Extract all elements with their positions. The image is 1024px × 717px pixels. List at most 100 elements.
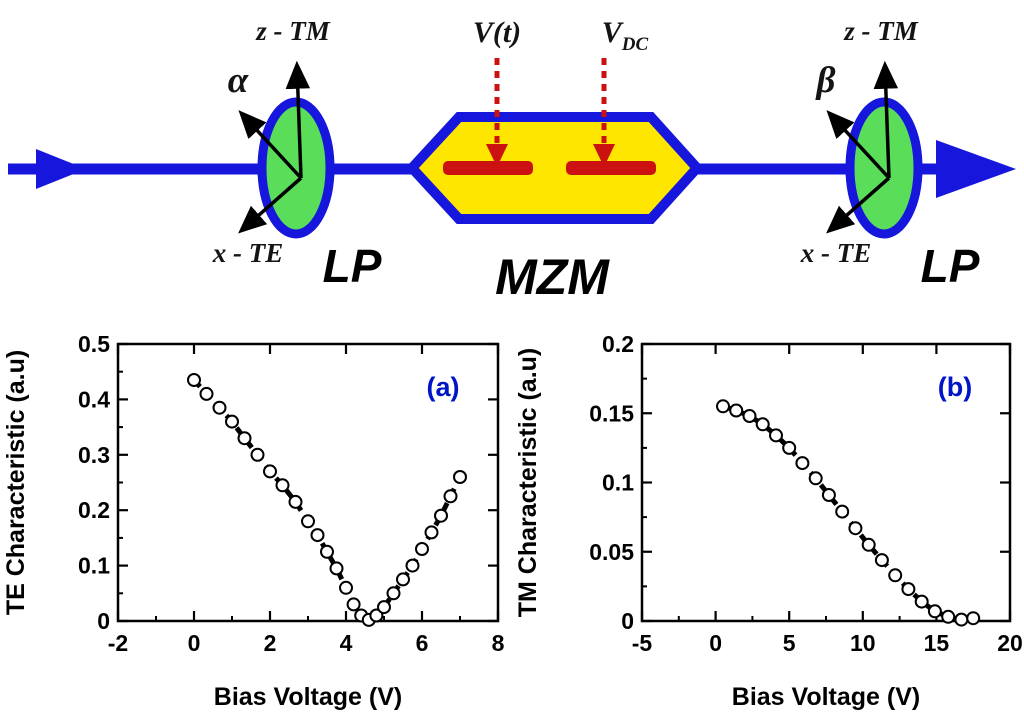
x-tick-label: 2 bbox=[264, 630, 277, 656]
data-point bbox=[434, 508, 448, 523]
x-tick-label: 15 bbox=[924, 630, 950, 656]
y-axis-title: TE Characteristic (a.u) bbox=[2, 350, 30, 615]
left-polarizer-label: LP bbox=[323, 240, 382, 292]
y-tick-label: 0.2 bbox=[78, 497, 110, 523]
data-point bbox=[415, 542, 429, 556]
y-tick-label: 0.1 bbox=[78, 553, 110, 579]
data-point bbox=[396, 572, 410, 587]
right-axis-up-label: z - TM bbox=[843, 16, 918, 46]
panel-label: (b) bbox=[938, 372, 972, 402]
optical-setup-diagram: z - TM α x - TE LP V(t) VDC MZM z - TM β… bbox=[8, 16, 1016, 305]
y-axis-title: TM Characteristic (a.u) bbox=[514, 348, 542, 618]
data-point bbox=[769, 428, 783, 443]
data-point bbox=[369, 608, 384, 623]
y-tick-label: 0.5 bbox=[78, 331, 110, 357]
x-tick-label: 4 bbox=[340, 630, 353, 656]
x-tick-label: 5 bbox=[783, 630, 796, 656]
mzm-electrode-right bbox=[566, 161, 656, 175]
panel-label: (a) bbox=[427, 372, 460, 402]
data-point bbox=[795, 456, 810, 471]
y-tick-label: 0.3 bbox=[78, 442, 110, 468]
y-tick-label: 0 bbox=[621, 608, 634, 634]
mzm-label: MZM bbox=[495, 249, 610, 305]
drive-voltage-label: V(t) bbox=[473, 16, 521, 49]
x-tick-label: 20 bbox=[997, 630, 1023, 656]
bias-voltage-arrowhead bbox=[593, 144, 615, 167]
y-tick-label: 0.05 bbox=[589, 539, 634, 565]
data-point bbox=[954, 612, 969, 627]
right-axis-down-label: x - TE bbox=[800, 238, 872, 268]
left-axis-diag-down-arrow bbox=[238, 176, 303, 234]
data-point bbox=[453, 470, 467, 484]
data-point bbox=[874, 553, 889, 568]
x-tick-label: 0 bbox=[188, 630, 201, 656]
data-point bbox=[320, 544, 334, 559]
beam-arrowhead-right bbox=[936, 140, 1016, 198]
data-point bbox=[861, 537, 876, 552]
charts-row: -2 0 2 4 6 8 0 0.1 0.2 0.3 0.4 0.5 Bias Voltage (V) T… bbox=[0, 318, 1024, 717]
data-point bbox=[275, 478, 290, 493]
data-point bbox=[346, 597, 361, 612]
data-point bbox=[927, 604, 942, 619]
right-polarizer bbox=[845, 97, 923, 239]
data-point bbox=[288, 494, 303, 509]
data-point bbox=[914, 594, 929, 609]
data-point bbox=[339, 580, 353, 595]
x-tick-label: -2 bbox=[108, 630, 128, 656]
data-point bbox=[386, 586, 401, 601]
data-point bbox=[835, 504, 850, 519]
x-tick-label: 6 bbox=[416, 630, 429, 656]
data-point bbox=[199, 386, 214, 401]
data-point bbox=[424, 525, 439, 540]
x-tick-label: 8 bbox=[492, 630, 505, 656]
data-point bbox=[742, 409, 757, 423]
mzm-electrode-left bbox=[443, 161, 533, 175]
y-tick-label: 0.2 bbox=[602, 331, 634, 357]
data-point bbox=[901, 582, 916, 597]
data-point bbox=[250, 447, 265, 462]
mzm-body bbox=[405, 112, 704, 224]
bias-voltage-label: VDC bbox=[602, 16, 649, 55]
data-point bbox=[187, 373, 201, 387]
left-polarizer bbox=[257, 97, 335, 239]
right-angle-label: β bbox=[815, 60, 836, 101]
data-point bbox=[443, 489, 458, 504]
right-axis-diag-down-arrow bbox=[826, 176, 891, 234]
data-point bbox=[821, 488, 836, 502]
data-point bbox=[729, 403, 744, 418]
y-tick-label: 0.1 bbox=[602, 470, 634, 496]
x-tick-label: -5 bbox=[632, 630, 653, 656]
beam-arrowhead-left bbox=[36, 149, 86, 189]
data-point bbox=[755, 417, 770, 432]
x-axis-title: Bias Voltage (V) bbox=[214, 683, 402, 711]
data-point bbox=[237, 431, 252, 446]
drive-voltage-arrowhead bbox=[486, 144, 508, 167]
data-point bbox=[782, 440, 797, 455]
data-point bbox=[405, 558, 420, 573]
data-point bbox=[888, 568, 903, 583]
left-axis-up-label: z - TM bbox=[255, 16, 330, 46]
data-point bbox=[263, 464, 277, 479]
x-tick-label: 10 bbox=[850, 630, 876, 656]
left-angle-label: α bbox=[228, 60, 249, 101]
right-axis-diag-up-arrow bbox=[826, 110, 891, 180]
right-axis-up-arrow bbox=[873, 60, 899, 179]
right-polarizer-label: LP bbox=[921, 240, 980, 292]
data-point bbox=[377, 600, 391, 615]
left-axis-diag-up-arrow bbox=[238, 110, 303, 180]
data-point bbox=[301, 514, 315, 529]
x-tick-label: 0 bbox=[709, 630, 722, 656]
data-point bbox=[310, 528, 325, 543]
left-axis-down-label: x - TE bbox=[212, 238, 284, 268]
data-point bbox=[716, 399, 730, 414]
x-axis-title: Bias Voltage (V) bbox=[732, 683, 920, 711]
data-point bbox=[966, 611, 981, 626]
y-tick-label: 0.15 bbox=[589, 400, 634, 426]
data-point bbox=[941, 609, 956, 624]
data-point bbox=[225, 414, 239, 429]
y-tick-label: 0 bbox=[97, 608, 110, 634]
left-axis-up-arrow bbox=[285, 60, 311, 179]
